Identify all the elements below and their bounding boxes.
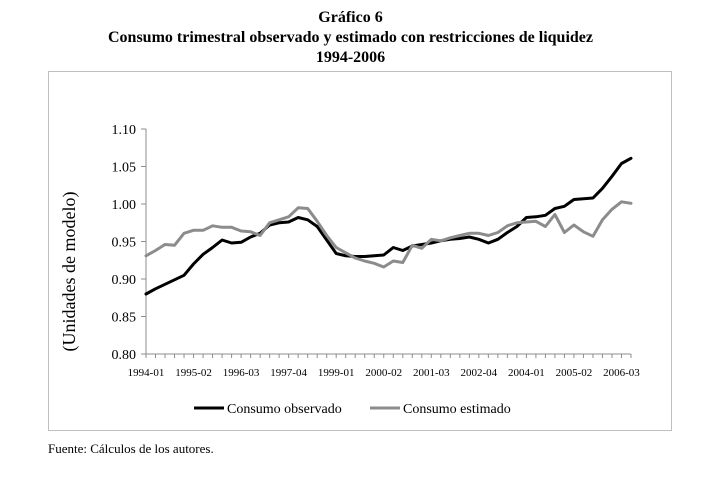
x-tick-label: 1996-03: [223, 367, 260, 379]
series-group: [144, 156, 633, 296]
y-tick-label: 1.00: [112, 198, 137, 213]
x-tick-label: 2006-03: [603, 367, 640, 379]
x-tick-label: 2004-01: [508, 367, 545, 379]
y-axis-label: (Unidades de modelo): [59, 192, 80, 352]
y-tick-label: 1.05: [112, 161, 137, 176]
legend-label: Consumo observado: [227, 402, 342, 417]
series-line-estimado: [144, 200, 633, 269]
x-tick-label: 1994-01: [128, 367, 165, 379]
chart-title: Consumo trimestral observado y estimado …: [108, 29, 593, 46]
x-tick-label: 2005-02: [556, 367, 593, 379]
x-tick-label: 2001-03: [413, 367, 450, 379]
source-note: Fuente: Cálculos de los autores.: [48, 441, 214, 456]
y-tick-label: 0.80: [112, 348, 137, 363]
y-axis-label-group: (Unidades de modelo): [59, 192, 80, 352]
chart-frame: [48, 71, 672, 431]
y-tick-label: 0.85: [112, 311, 137, 326]
legend: Consumo observado Consumo estimado: [194, 402, 511, 417]
y-tick-label: 0.90: [112, 273, 137, 288]
figure-label: Gráfico 6: [318, 9, 383, 26]
x-tick-label: 2002-04: [461, 367, 498, 379]
axes: 1.10 1.05 1.00 0.95 0.90 0.85 0.80 1994-01 1995-…: [112, 123, 641, 379]
x-tick-label: 1997-04: [270, 367, 307, 379]
x-tick-label: 1999-01: [318, 367, 355, 379]
y-tick-label: 0.95: [112, 236, 137, 251]
y-tick-label: 1.10: [112, 123, 137, 138]
x-tick-label: 1995-02: [175, 367, 212, 379]
chart-period: 1994-2006: [315, 49, 386, 66]
legend-label: Consumo estimado: [403, 402, 511, 417]
x-tick-label: 2000-02: [365, 367, 402, 379]
series-line-observado: [144, 156, 633, 296]
